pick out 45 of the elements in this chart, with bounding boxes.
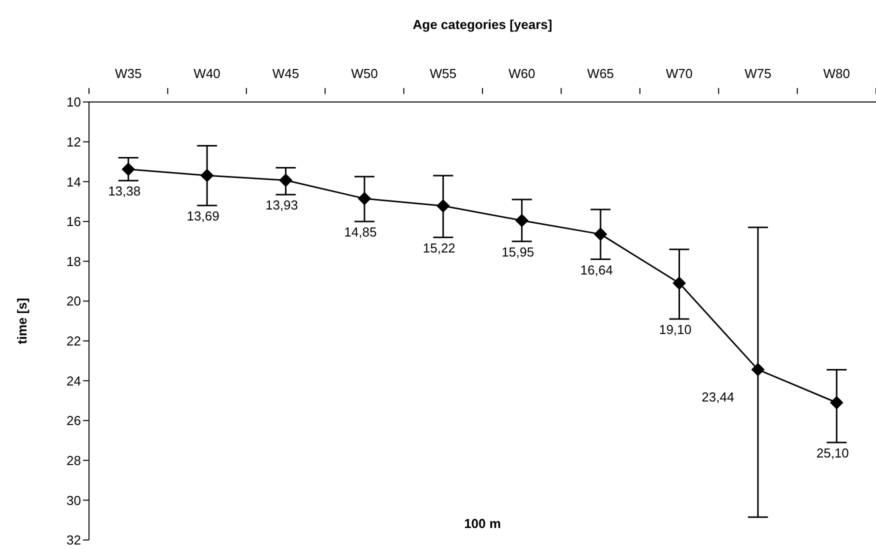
data-label: 25,10 (816, 445, 849, 460)
x-tick-label: W70 (666, 66, 693, 81)
point (594, 228, 608, 241)
point (358, 192, 371, 206)
data-label: 13,93 (265, 198, 298, 213)
point (122, 162, 135, 176)
point (672, 276, 686, 290)
y-tick-label: 24 (66, 373, 81, 388)
data-label: 19,10 (658, 322, 692, 338)
data-label: 14,85 (344, 224, 377, 240)
point (279, 174, 292, 187)
y-tick-label: 16 (66, 214, 81, 230)
point (515, 214, 528, 227)
y-tick-label: 30 (66, 492, 81, 508)
y-tick-label: 18 (66, 254, 81, 269)
data-label: 16,64 (580, 262, 613, 278)
y-tick-label: 26 (66, 413, 81, 428)
y-axis-title: time [s] (14, 298, 30, 344)
x-tick-label: W40 (194, 66, 220, 81)
data-label: 15,95 (502, 244, 534, 260)
y-tick-label: 20 (66, 294, 81, 309)
x-tick-label: W45 (272, 66, 300, 81)
x-tick-label: W50 (351, 66, 378, 81)
data-label: 15,22 (422, 240, 456, 256)
data-label: 13,38 (108, 184, 141, 199)
annotation: 100 m (463, 516, 502, 531)
x-tick-label: W60 (508, 66, 536, 81)
data-label: 23,44 (702, 390, 734, 405)
x-axis-title: Age categories [years] (412, 17, 552, 32)
point (436, 199, 450, 212)
y-tick-label: 22 (66, 334, 81, 349)
y-tick-label: 14 (66, 174, 81, 190)
y-tick-label: 32 (66, 532, 81, 548)
y-tick-label: 10 (66, 94, 81, 110)
data-label: 13,69 (186, 208, 220, 224)
x-tick-label: W80 (823, 66, 850, 81)
x-tick-label: W35 (114, 66, 142, 81)
point (830, 396, 844, 410)
y-tick-label: 28 (66, 452, 81, 468)
y-tick-label: 12 (66, 134, 81, 150)
point (200, 168, 214, 182)
point (751, 363, 764, 376)
x-tick-label: W65 (587, 66, 614, 81)
x-tick-label: W55 (430, 66, 457, 81)
x-tick-label: W75 (744, 66, 772, 81)
